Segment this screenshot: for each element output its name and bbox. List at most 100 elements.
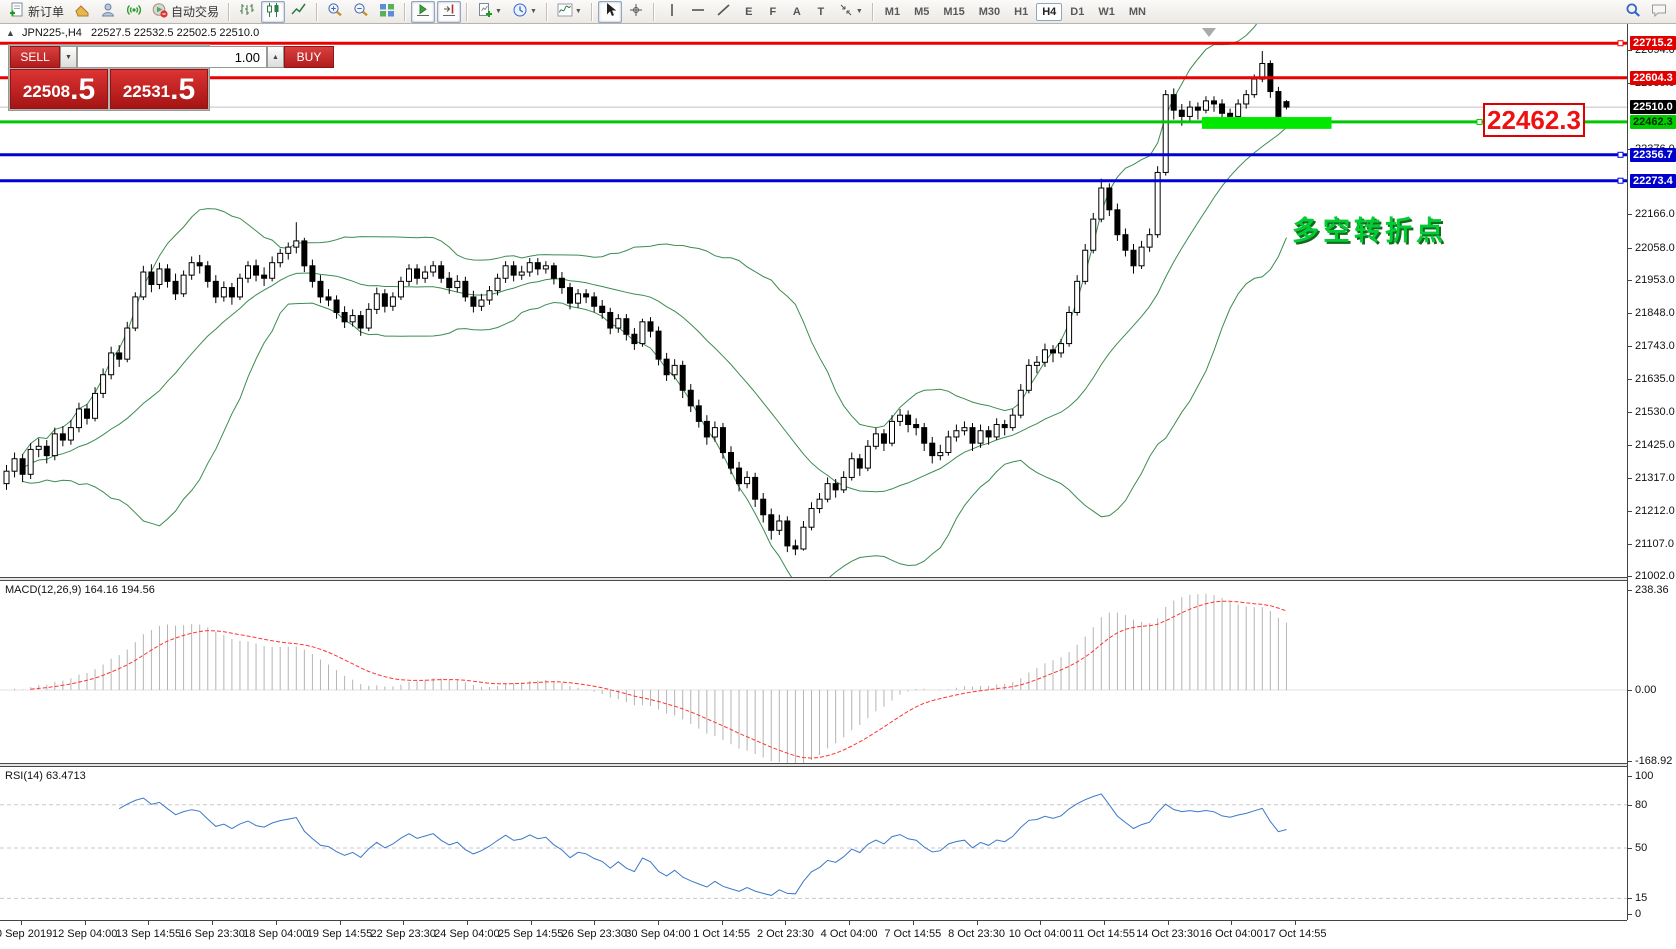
toolbar-crosshair-button[interactable] [624, 1, 648, 23]
price-level-label: 22356.7 [1630, 148, 1676, 162]
timeframe-m1-button[interactable]: M1 [884, 5, 901, 18]
price-level-label: 22462.3 [1630, 115, 1676, 129]
toolbar-profile-button[interactable] [96, 1, 120, 23]
time-tick-label: 18 Sep 04:00 [243, 928, 309, 940]
chart-window[interactable]: 22694.022589.022376.022166.022058.021953… [0, 24, 1676, 949]
toolbar-bar-chart-button[interactable] [235, 1, 259, 23]
timeframe-h1-button[interactable]: H1 [1014, 5, 1029, 18]
toolbar: 新订单 自动交易 ▼ ▼ ▼ E F A T ▼ M1 M5 M15 M30 H1 H4 D1 W1 MN [0, 0, 1676, 24]
toolbar-chart-window-icon-button[interactable] [70, 1, 94, 23]
time-tick [403, 921, 405, 925]
text-label-icon: T [817, 5, 825, 18]
scroll-to-end-icon[interactable] [1202, 28, 1216, 37]
toolbar-periods-button[interactable]: ▼ [508, 1, 541, 23]
buy-price-display[interactable]: 22531.5 [110, 69, 208, 109]
sell-button[interactable]: SELL [10, 46, 60, 68]
toolbar-text-label-button[interactable]: T [810, 1, 832, 23]
timeframe-m30-button[interactable]: M30 [978, 5, 1001, 18]
pane-separator[interactable] [0, 763, 1676, 767]
macd-pane-canvas[interactable] [0, 581, 1627, 763]
volume-down-button[interactable]: ▼ [60, 46, 77, 68]
chevron-down-icon[interactable]: ▼ [855, 8, 863, 15]
toolbar-text-button[interactable]: A [786, 1, 808, 23]
toolbar-separator [228, 2, 231, 21]
buy-button[interactable]: BUY [284, 46, 334, 68]
chat-icon [1651, 2, 1667, 21]
time-tick [84, 921, 86, 925]
timeframe-w1-button[interactable]: W1 [1098, 5, 1115, 18]
sell-price-display[interactable]: 22508.5 [10, 69, 108, 109]
rsi-tick-label: 0 [1635, 908, 1642, 920]
toolbar-line-chart-button[interactable] [287, 1, 311, 23]
toolbar-tile-windows-button[interactable] [375, 1, 399, 23]
toolbar-fibonacci-button[interactable]: F [762, 1, 784, 23]
symbol-title: JPN225-,H4 [21, 27, 82, 39]
chevron-down-icon[interactable]: ▼ [495, 8, 502, 15]
timeframe-h4-button[interactable]: H4 [1036, 2, 1063, 21]
toolbar-new-order-button[interactable]: 新订单 [5, 1, 68, 23]
signals-icon [126, 2, 142, 21]
time-tick-label: 10 Oct 04:00 [1008, 928, 1072, 940]
axis-tick [1628, 848, 1632, 849]
toolbar-search-button[interactable] [1621, 1, 1645, 23]
toolbar-chat-button[interactable] [1647, 1, 1671, 23]
autotrade-icon [152, 2, 168, 21]
search-icon [1625, 2, 1641, 21]
rsi-tick-label: 50 [1635, 842, 1648, 854]
time-tick-label: 25 Sep 14:55 [497, 928, 564, 940]
periods-icon [512, 2, 528, 21]
volume-up-button[interactable]: ▲ [267, 46, 284, 68]
timeframe-mn-button[interactable]: MN [1128, 5, 1146, 18]
time-tick [275, 921, 277, 925]
rsi-tick-label: 100 [1635, 770, 1654, 782]
toolbar-candlestick-chart-button[interactable] [261, 0, 286, 23]
price-annotation-box[interactable]: 22462.3 [1483, 103, 1585, 137]
timeframe-m15-button[interactable]: M15 [943, 5, 965, 18]
timeframe-d1-button[interactable]: D1 [1070, 5, 1085, 18]
toolbar-equidistant-channel-button[interactable]: E [738, 1, 760, 23]
price-tick-label: 21107.0 [1635, 538, 1674, 550]
axis-tick [1628, 50, 1632, 51]
toolbar-zoom-out-button[interactable] [349, 1, 373, 23]
toolbar-signals-button[interactable] [122, 1, 146, 23]
toolbar-autotrade-button[interactable]: 自动交易 [148, 1, 223, 23]
rsi-label: RSI(14) 63.4713 [5, 770, 86, 782]
chevron-down-icon[interactable]: ▼ [574, 8, 582, 15]
equidistant-channel-icon: E [745, 5, 753, 18]
toolbar-cursor-button[interactable] [597, 0, 622, 23]
timeframe-m5-button[interactable]: M5 [914, 5, 930, 18]
time-tick [1167, 921, 1169, 925]
toolbar-chart-shift-button[interactable] [437, 0, 462, 23]
price-tick-label: 22166.0 [1635, 208, 1675, 220]
rsi-pane-canvas[interactable] [0, 767, 1627, 920]
volume-input[interactable] [77, 46, 267, 68]
toolbar-horizontal-line-button[interactable] [686, 1, 710, 23]
time-tick [1295, 921, 1296, 925]
pivot-annotation-text[interactable]: 多空转折点 [1292, 216, 1447, 246]
toolbar-arrows-button[interactable]: ▼ [834, 1, 867, 23]
profile-icon [100, 2, 116, 21]
axis-tick [1628, 313, 1632, 314]
toolbar-zoom-in-button[interactable] [323, 1, 347, 23]
fibonacci-icon: F [769, 5, 777, 18]
tile-windows-icon [379, 2, 395, 21]
toolbar-auto-scroll-button[interactable] [411, 0, 436, 23]
collapse-panel-icon[interactable]: ▲ [6, 28, 15, 38]
axis-tick [1628, 511, 1632, 512]
bar-chart-icon [239, 2, 255, 21]
time-tick [976, 921, 978, 925]
trendline-icon [716, 2, 732, 21]
main-chart-canvas[interactable] [0, 24, 1627, 577]
chart-window-icon-icon [74, 2, 90, 21]
sell-price-frac: .5 [70, 73, 96, 106]
pane-separator[interactable] [0, 577, 1676, 581]
toolbar-indicators-button[interactable]: ▼ [553, 1, 586, 23]
chevron-down-icon[interactable]: ▼ [529, 8, 537, 15]
toolbar-vertical-line-button[interactable] [660, 1, 684, 23]
price-level-label: 22510.0 [1630, 100, 1676, 114]
toolbar-new-chart-button[interactable]: ▼ [473, 1, 506, 23]
price-axis[interactable]: 22694.022589.022376.022166.022058.021953… [1627, 24, 1676, 920]
toolbar-trendline-button[interactable] [712, 1, 736, 23]
macd-tick-label: 0.00 [1635, 684, 1657, 696]
